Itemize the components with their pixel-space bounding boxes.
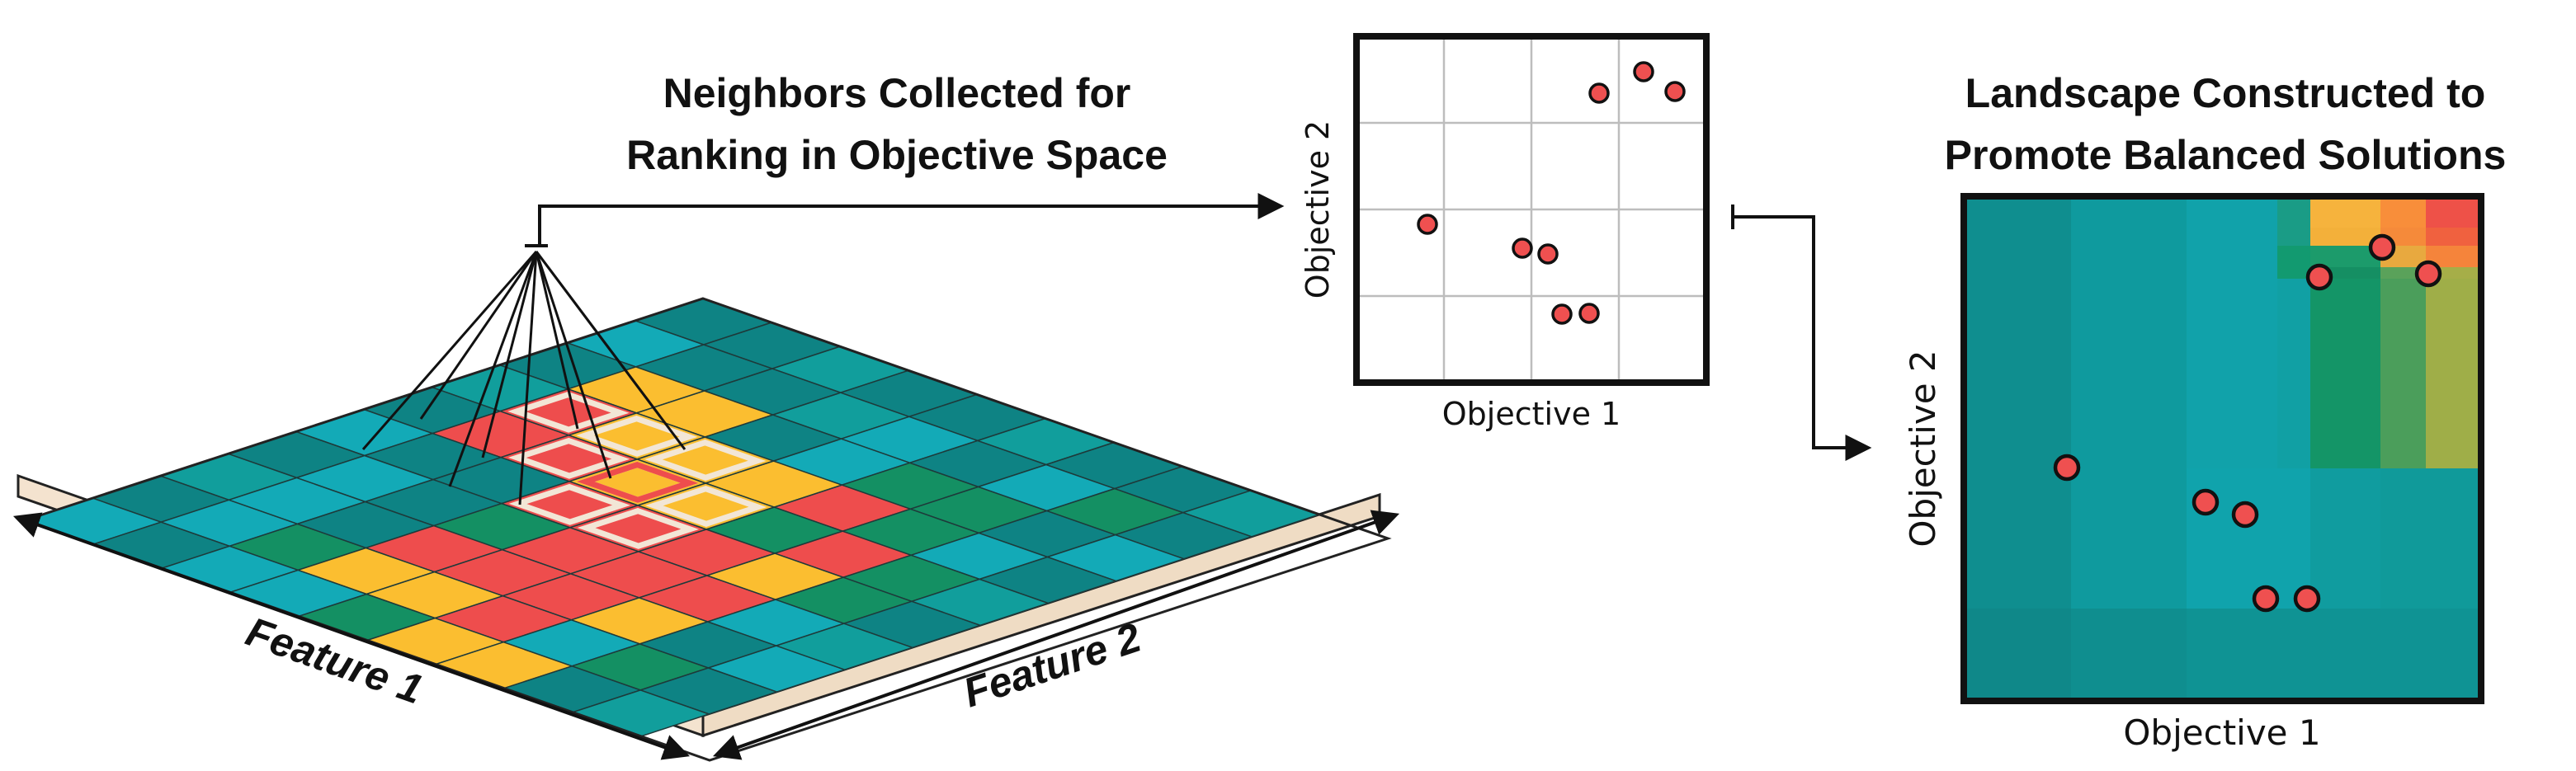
landscape-cell — [2426, 196, 2482, 228]
landscape-cell — [1964, 609, 2072, 702]
landscape-cell — [1964, 267, 2072, 280]
landscape-cell — [2426, 228, 2482, 247]
landscape-cell — [1964, 196, 2072, 228]
objective-point — [1417, 214, 1438, 235]
neighbor-cell-highlight — [644, 440, 767, 481]
small-plot-points — [1417, 61, 1686, 325]
big-plot-xlabel: Objective 1 — [2123, 712, 2320, 753]
landscape-cell — [2071, 609, 2187, 702]
landscape-cell — [2071, 279, 2187, 469]
landscape-cell — [2310, 468, 2381, 609]
landscape-cell — [2426, 609, 2482, 702]
landscape-cell — [2071, 267, 2187, 280]
landscape-cell — [2277, 196, 2311, 228]
landscape-point — [2252, 585, 2280, 613]
neighbor-cell-highlight — [507, 391, 630, 433]
landscape-cell — [2187, 196, 2278, 228]
grid-outline — [21, 297, 1392, 762]
landscape-point — [2305, 263, 2333, 291]
landscape-cell — [2380, 468, 2427, 609]
arrow-to-objective-space — [538, 193, 1285, 246]
right-title-line1: Landscape Constructed to — [1965, 70, 2486, 116]
landscape-cell — [1964, 279, 2072, 469]
landscape-cell — [2277, 267, 2311, 280]
focal-cell-highlight — [576, 461, 699, 503]
neighbor-collection-lines — [361, 251, 686, 505]
landscape-cell — [2310, 228, 2381, 247]
feature2-axis-arrow — [712, 510, 1400, 760]
landscape-cell — [2277, 279, 2311, 469]
landscape-points — [2053, 233, 2442, 613]
landscape-cell — [2071, 468, 2187, 609]
landscape-point — [2231, 501, 2259, 529]
landscape-cell — [2187, 267, 2278, 280]
objective-point — [1512, 237, 1533, 259]
feature-grid — [17, 297, 1392, 762]
landscape-plot: Objective 1 Objective 2 — [1903, 193, 2484, 753]
arrow-to-landscape — [1733, 215, 1872, 461]
landscape-point — [2293, 585, 2321, 613]
objective-point — [1633, 61, 1654, 82]
landscape-cell — [1964, 228, 2072, 247]
landscape-surface — [1964, 196, 2482, 702]
landscape-cell — [1964, 468, 2072, 609]
landscape-cell — [2310, 279, 2381, 469]
feature1-axis-arrow — [12, 512, 691, 760]
landscape-cell — [2277, 228, 2311, 247]
objective-point — [1588, 82, 1610, 104]
landscape-cell — [2187, 609, 2278, 702]
landscape-cell — [2380, 279, 2427, 469]
landscape-point — [2368, 233, 2396, 261]
landscape-cell — [2380, 196, 2427, 228]
landscape-cell — [2380, 267, 2427, 280]
objective-point — [1578, 303, 1600, 324]
middle-title-line2: Ranking in Objective Space — [626, 132, 1168, 178]
landscape-point — [2053, 454, 2081, 482]
landscape-cell — [2071, 196, 2187, 228]
landscape-cell — [2310, 609, 2381, 702]
middle-title-line1: Neighbors Collected for — [663, 70, 1131, 116]
landscape-point — [2191, 488, 2220, 516]
objective-point — [1537, 243, 1559, 265]
small-plot-xlabel: Objective 1 — [1442, 396, 1621, 432]
landscape-point — [2414, 260, 2442, 288]
objective-point — [1664, 81, 1686, 102]
landscape-cell — [2426, 468, 2482, 609]
small-objective-plot: Objective 1 Objective 2 — [1300, 33, 1710, 432]
small-plot-grid — [1360, 40, 1703, 379]
landscape-frame — [1960, 193, 2484, 704]
landscape-cell — [2187, 246, 2278, 268]
landscape-cell — [2071, 228, 2187, 247]
neighbor-cell-highlight — [644, 486, 767, 527]
landscape-cell — [2426, 279, 2482, 469]
objective-point — [1551, 303, 1573, 325]
landscape-cell — [2277, 246, 2311, 268]
landscape-cell — [2187, 279, 2278, 469]
right-title-line2: Promote Balanced Solutions — [1945, 132, 2507, 178]
landscape-cell — [2310, 196, 2381, 228]
landscape-cell — [2071, 246, 2187, 268]
landscape-cell — [2187, 228, 2278, 247]
landscape-cell — [2380, 609, 2427, 702]
big-plot-ylabel: Objective 2 — [1903, 350, 1943, 547]
grid-cells — [21, 297, 1392, 762]
small-plot-ylabel: Objective 2 — [1300, 120, 1336, 299]
landscape-cell — [2277, 609, 2311, 702]
landscape-cell — [1964, 246, 2072, 268]
